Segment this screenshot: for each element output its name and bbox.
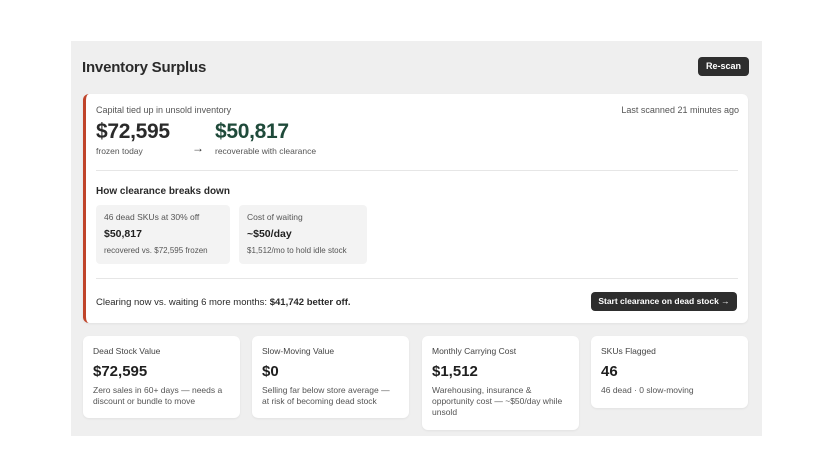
stat-value: $72,595 <box>93 363 148 380</box>
breakdown-card-cost-of-waiting: Cost of waiting ~$50/day $1,512/mo to ho… <box>239 205 367 264</box>
frozen-value: $72,595 <box>96 120 170 143</box>
stat-value: $1,512 <box>432 363 478 380</box>
stat-description: Selling far below store average — at ris… <box>262 385 390 406</box>
rescan-button[interactable]: Re-scan <box>698 57 749 76</box>
breakdown-sub: $1,512/mo to hold idle stock <box>247 246 347 255</box>
stat-value: 46 <box>601 363 618 380</box>
surplus-summary-card: Capital tied up in unsold inventory Last… <box>83 94 748 323</box>
stat-label: Dead Stock Value <box>93 346 161 356</box>
stat-card-carrying-cost: Monthly Carrying Cost $1,512 Warehousing… <box>422 336 579 430</box>
stat-description: 46 dead · 0 slow-moving <box>601 385 694 395</box>
breakdown-value: $50,817 <box>104 228 142 240</box>
page-title: Inventory Surplus <box>82 59 207 76</box>
stat-description: Warehousing, insurance & opportunity cos… <box>432 385 563 417</box>
breakdown-title: How clearance breaks down <box>96 186 230 197</box>
start-clearance-button[interactable]: Start clearance on dead stock → <box>591 292 737 311</box>
recoverable-label: recoverable with clearance <box>215 146 317 156</box>
stat-description: Zero sales in 60+ days — needs a discoun… <box>93 385 223 406</box>
frozen-label: frozen today <box>96 146 143 156</box>
clearance-comparison: Clearing now vs. waiting 6 more months: … <box>96 297 351 308</box>
capital-label: Capital tied up in unsold inventory <box>96 105 232 115</box>
divider <box>96 170 738 171</box>
stat-card-skus-flagged: SKUs Flagged 46 46 dead · 0 slow-moving <box>591 336 748 408</box>
stat-card-slow-moving: Slow-Moving Value $0 Selling far below s… <box>252 336 409 418</box>
stat-label: Slow-Moving Value <box>262 346 335 356</box>
divider <box>96 278 738 279</box>
breakdown-value: ~$50/day <box>247 228 292 240</box>
arrow-right-icon: → <box>192 141 204 155</box>
stat-label: SKUs Flagged <box>601 346 656 356</box>
recoverable-value: $50,817 <box>215 120 289 143</box>
inventory-surplus-panel: Inventory Surplus Re-scan Capital tied u… <box>71 41 762 436</box>
breakdown-label: Cost of waiting <box>247 212 303 222</box>
breakdown-sub: recovered vs. $72,595 frozen <box>104 246 208 255</box>
breakdown-label: 46 dead SKUs at 30% off <box>104 212 200 222</box>
breakdown-card-dead-skus: 46 dead SKUs at 30% off $50,817 recovere… <box>96 205 230 264</box>
clearance-text: Clearing now vs. waiting 6 more months: <box>96 297 270 308</box>
stat-label: Monthly Carrying Cost <box>432 346 517 356</box>
stat-card-dead-stock: Dead Stock Value $72,595 Zero sales in 6… <box>83 336 240 418</box>
last-scanned-text: Last scanned 21 minutes ago <box>621 105 739 115</box>
stat-value: $0 <box>262 363 279 380</box>
clearance-savings: $41,742 better off. <box>269 297 351 308</box>
